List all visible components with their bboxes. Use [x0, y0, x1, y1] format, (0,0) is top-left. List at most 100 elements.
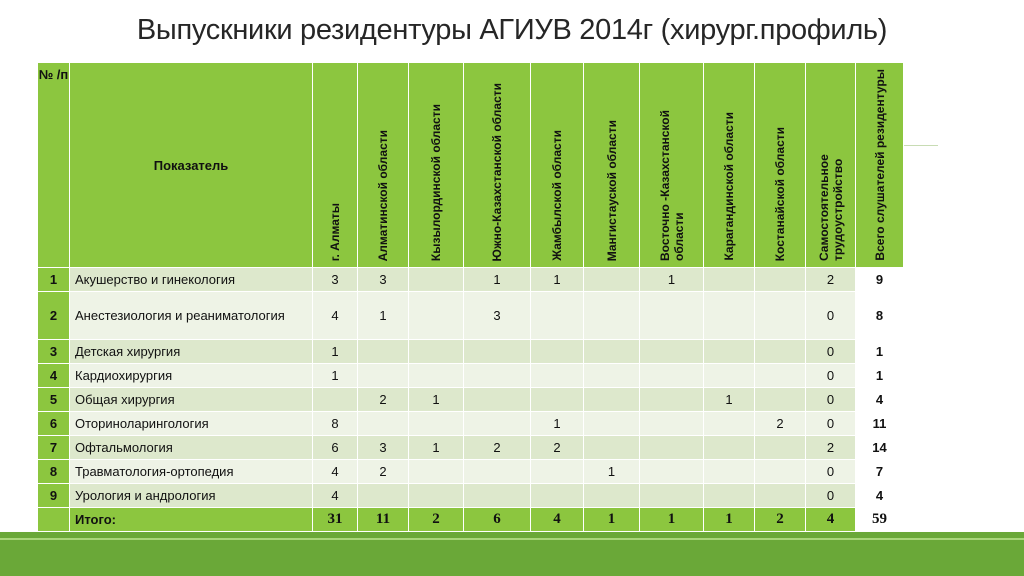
value-cell — [639, 363, 704, 388]
total-row: Итого: 31 11 2 6 4 1 1 1 2 4 59 — [37, 507, 904, 532]
row-number: 1 — [37, 267, 70, 292]
value-cell: 0 — [805, 291, 856, 340]
value-cell: 0 — [805, 387, 856, 412]
value-cell — [357, 483, 409, 508]
row-indicator: Оториноларингология — [69, 411, 313, 436]
header-row: № /п Показатель г. Алматы Алматинской об… — [37, 62, 904, 268]
value-cell — [408, 363, 464, 388]
value-cell: 6 — [312, 435, 358, 460]
table-row: 1 Акушерство и гинекология 3 3 1 1 1 2 9 — [37, 267, 904, 292]
value-cell: 2 — [530, 435, 584, 460]
row-number: 6 — [37, 411, 70, 436]
header-self-employment: Самостоятельное трудоустройство — [805, 62, 856, 268]
header-label: Кызылординской области — [429, 103, 443, 261]
header-label: Костанайской области — [773, 126, 787, 261]
value-cell: 2 — [805, 435, 856, 460]
value-cell — [703, 291, 755, 340]
value-cell: 3 — [357, 267, 409, 292]
value-cell — [639, 387, 704, 412]
value-cell — [463, 459, 531, 484]
value-cell: 3 — [357, 435, 409, 460]
header-label: Карагандинской области — [722, 112, 736, 261]
value-cell: 3 — [463, 291, 531, 340]
total-value-cell: 31 — [312, 507, 358, 532]
total-value-cell: 4 — [530, 507, 584, 532]
table-row: 3 Детская хирургия 1 0 1 — [37, 339, 904, 364]
table-row: 6 Оториноларингология 8 1 2 0 11 — [37, 411, 904, 436]
total-value-cell: 2 — [754, 507, 806, 532]
value-cell — [357, 339, 409, 364]
row-number: 2 — [37, 291, 70, 340]
header-indicator: Показатель — [69, 62, 313, 268]
value-cell — [530, 459, 584, 484]
value-cell: 2 — [754, 411, 806, 436]
header-zhambyl-region: Жамбылской области — [530, 62, 584, 268]
row-total-cell: 8 — [855, 291, 904, 340]
value-cell — [639, 339, 704, 364]
value-cell — [754, 483, 806, 508]
row-indicator: Детская хирургия — [69, 339, 313, 364]
row-indicator: Акушерство и гинекология — [69, 267, 313, 292]
value-cell: 1 — [583, 459, 640, 484]
header-kyzylorda-region: Кызылординской области — [408, 62, 464, 268]
row-total-cell: 4 — [855, 387, 904, 412]
value-cell — [703, 411, 755, 436]
row-number: 5 — [37, 387, 70, 412]
value-cell — [754, 435, 806, 460]
value-cell — [408, 267, 464, 292]
value-cell: 0 — [805, 339, 856, 364]
table-row: 9 Урология и андрология 4 0 4 — [37, 483, 904, 508]
value-cell — [703, 363, 755, 388]
value-cell — [530, 387, 584, 412]
row-indicator: Урология и андрология — [69, 483, 313, 508]
row-indicator: Общая хирургия — [69, 387, 313, 412]
decorative-line — [904, 145, 938, 146]
value-cell — [639, 483, 704, 508]
value-cell: 1 — [639, 267, 704, 292]
value-cell — [703, 339, 755, 364]
row-indicator: Анестезиология и реаниматология — [69, 291, 313, 340]
header-total-residents: Всего слушателей резидентуры — [855, 62, 904, 268]
value-cell — [530, 483, 584, 508]
total-value-cell: 1 — [639, 507, 704, 532]
value-cell: 1 — [463, 267, 531, 292]
header-label: Мангистауской области — [604, 119, 619, 261]
value-cell: 1 — [408, 435, 464, 460]
value-cell: 1 — [312, 363, 358, 388]
value-cell: 1 — [530, 411, 584, 436]
total-value-cell: 2 — [408, 507, 464, 532]
total-value-cell: 4 — [805, 507, 856, 532]
value-cell: 3 — [312, 267, 358, 292]
header-label: Жамбылской области — [550, 130, 564, 261]
value-cell: 2 — [357, 387, 409, 412]
value-cell — [583, 411, 640, 436]
row-indicator: Травматология-ортопедия — [69, 459, 313, 484]
value-cell — [583, 339, 640, 364]
value-cell — [754, 267, 806, 292]
value-cell — [463, 411, 531, 436]
total-value-cell: 1 — [583, 507, 640, 532]
value-cell — [312, 387, 358, 412]
value-cell — [583, 291, 640, 340]
total-value-cell: 1 — [703, 507, 755, 532]
header-kostanay-region: Костанайской области — [754, 62, 806, 268]
value-cell — [703, 435, 755, 460]
header-karaganda-region: Карагандинской области — [703, 62, 755, 268]
value-cell: 1 — [408, 387, 464, 412]
row-total-cell: 7 — [855, 459, 904, 484]
value-cell — [639, 459, 704, 484]
table-row: 5 Общая хирургия 2 1 1 0 4 — [37, 387, 904, 412]
table-row: 7 Офтальмология 6 3 1 2 2 2 14 — [37, 435, 904, 460]
value-cell: 1 — [703, 387, 755, 412]
value-cell: 2 — [463, 435, 531, 460]
total-value-cell: 6 — [463, 507, 531, 532]
value-cell: 0 — [805, 411, 856, 436]
row-number: 8 — [37, 459, 70, 484]
value-cell — [408, 339, 464, 364]
header-almaty: г. Алматы — [312, 62, 358, 268]
value-cell — [754, 387, 806, 412]
table-row: 8 Травматология-ортопедия 4 2 1 0 7 — [37, 459, 904, 484]
value-cell — [583, 363, 640, 388]
header-south-kazakhstan-region: Южно-Казахстанской области — [463, 62, 531, 268]
row-indicator: Кардиохирургия — [69, 363, 313, 388]
